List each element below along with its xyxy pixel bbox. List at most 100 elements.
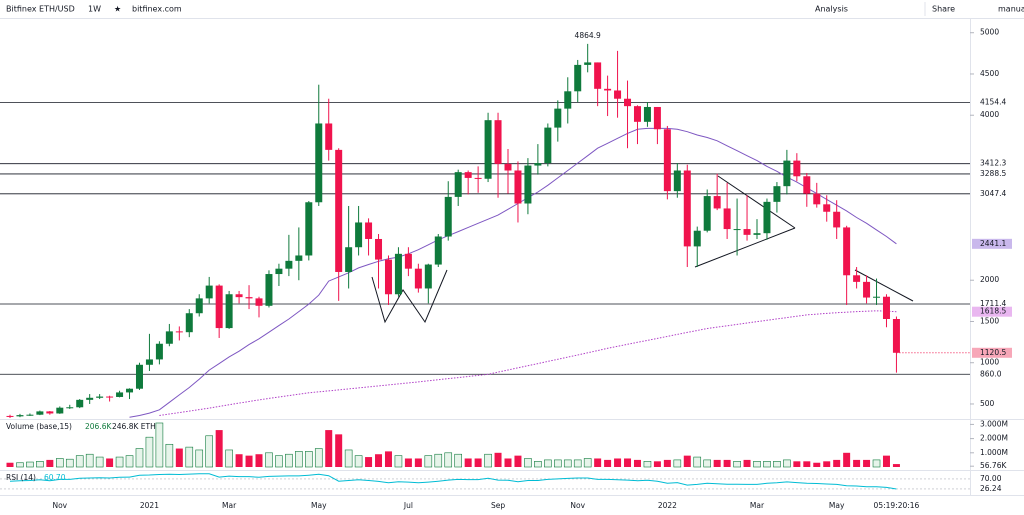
interval[interactable]: 1W	[88, 5, 101, 14]
volume-bar	[175, 448, 183, 467]
candle-body	[265, 274, 273, 306]
candle-body	[315, 123, 323, 203]
volume-bar	[553, 459, 562, 468]
candle-body	[185, 313, 193, 333]
y-tick-label: 2000	[980, 275, 999, 284]
volume-bar	[115, 456, 124, 468]
candle-body	[534, 163, 542, 166]
candle-body	[723, 208, 731, 230]
candle-body	[325, 123, 333, 150]
volume-bar	[843, 452, 851, 467]
w-pattern	[371, 269, 448, 324]
volume-bar	[524, 458, 532, 468]
candle-body	[574, 64, 582, 92]
volume-bar	[743, 459, 751, 467]
volume-bar	[434, 453, 443, 468]
candle-body	[514, 170, 522, 204]
volume-bar	[215, 430, 223, 467]
candle-body	[604, 88, 612, 91]
volume-bar	[882, 455, 890, 467]
candle-body	[155, 343, 163, 360]
candle-body	[683, 170, 691, 247]
volume-bar	[863, 459, 871, 467]
candle-body	[833, 211, 841, 228]
candle-body	[424, 264, 432, 289]
volume-bar	[375, 454, 383, 467]
candle-body	[673, 170, 681, 192]
candle-body	[195, 298, 203, 314]
volume-bar	[833, 459, 841, 467]
volume-bar	[563, 459, 572, 468]
candle-body	[584, 62, 592, 65]
last-price-tag: 1120.5	[980, 348, 1006, 357]
volume-bar	[384, 451, 392, 467]
volume-bar	[753, 461, 761, 468]
volume-bar	[693, 456, 702, 468]
y-tick-label: 1000	[980, 358, 999, 367]
volume-bar	[394, 455, 403, 468]
candle-body	[464, 172, 472, 178]
x-tick-label: 2022	[658, 501, 677, 510]
volume-tick-label: 1.000M	[980, 448, 1008, 457]
level-label: 3288.5	[980, 169, 1006, 178]
volume-bar	[573, 459, 582, 468]
candle-body	[713, 196, 721, 209]
volume-bar	[325, 430, 333, 467]
candle-body	[773, 186, 781, 202]
ma20-line	[129, 127, 897, 418]
candle-body	[384, 259, 392, 295]
volume-bar	[414, 458, 422, 467]
volume-bar	[335, 434, 343, 467]
source[interactable]: bitfinex.com	[132, 5, 182, 14]
user[interactable]: manual	[998, 5, 1024, 14]
volume-bar	[275, 455, 283, 468]
candle-body	[853, 275, 861, 282]
volume-bar	[464, 458, 472, 467]
volume-bar	[155, 422, 164, 468]
candle-body	[743, 229, 751, 235]
volume-bar	[46, 459, 54, 467]
volume-readout: 206.6K	[85, 422, 112, 431]
rsi-line	[9, 473, 897, 490]
volume-bar	[285, 453, 293, 468]
last-price-tag-bg	[972, 347, 1012, 358]
volume-bar	[713, 459, 721, 467]
volume-bar	[354, 455, 363, 468]
candle-body	[106, 396, 114, 398]
volume-bar	[454, 453, 463, 468]
volume-bar	[683, 455, 691, 467]
candle-body	[255, 298, 263, 306]
x-tick-label: Jul	[403, 501, 413, 510]
candle-body	[484, 120, 492, 179]
volume-bar	[594, 458, 602, 467]
volume-bar	[36, 461, 44, 468]
volume-bar	[304, 451, 313, 468]
volume-bar	[235, 454, 243, 467]
candle-body	[56, 407, 64, 414]
trend-line	[854, 269, 914, 302]
analysis-button[interactable]: Analysis	[815, 5, 848, 14]
volume-bar	[424, 455, 433, 468]
star-icon[interactable]: ★	[114, 5, 121, 14]
level-label: 3047.4	[980, 189, 1006, 198]
x-tick-label: Sep	[491, 501, 505, 510]
candle-body	[335, 149, 343, 272]
volume-bar	[95, 456, 104, 468]
candle-body	[882, 296, 890, 319]
volume-bar	[583, 458, 592, 468]
candle-body	[345, 247, 353, 272]
candle-body	[524, 165, 532, 204]
volume-bar	[614, 458, 622, 467]
candle-body	[175, 331, 183, 333]
symbol[interactable]: Bitfinex ETH/USD	[6, 5, 75, 14]
candle-body	[454, 172, 462, 197]
volume-bar	[733, 461, 741, 468]
volume-bar	[604, 459, 612, 467]
candle-body	[275, 268, 283, 275]
y-tick-label: 5000	[980, 28, 999, 37]
candle-body	[803, 176, 811, 194]
level-label: 860.0	[980, 369, 1002, 378]
share-button[interactable]: Share	[932, 5, 955, 14]
